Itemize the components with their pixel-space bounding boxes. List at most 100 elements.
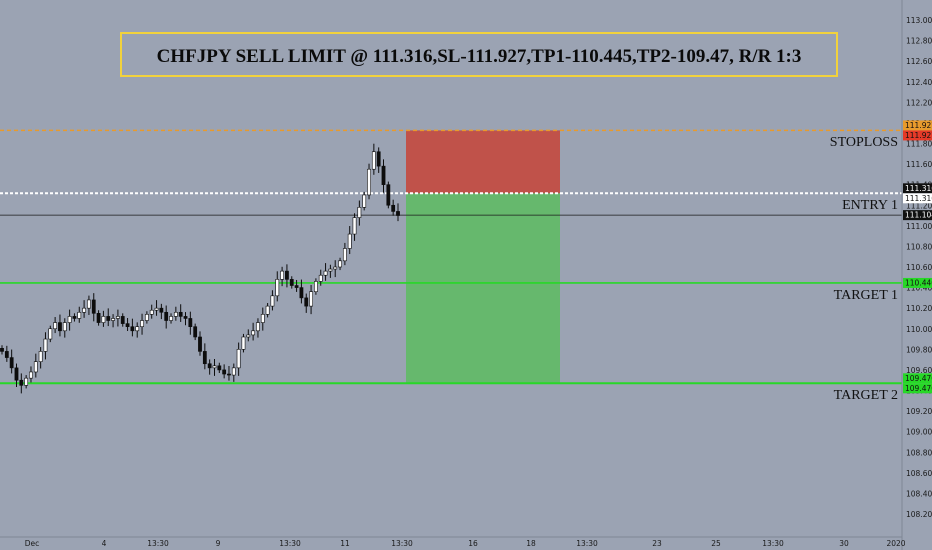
x-tick-label: 13:30: [762, 539, 784, 548]
candle-body: [376, 151, 381, 167]
candle-body: [29, 371, 33, 379]
candle-body: [222, 369, 227, 375]
candle-body: [338, 260, 342, 268]
candle-body: [164, 311, 169, 321]
candle-body: [9, 357, 14, 369]
candle-body: [289, 279, 294, 286]
price-badge-text: 111.927: [905, 131, 932, 140]
candle-body: [77, 311, 82, 319]
x-tick-label: 23: [652, 539, 662, 548]
candle-body: [58, 322, 62, 332]
x-tick-label: 11: [340, 539, 350, 548]
y-tick-label: 112.200: [906, 98, 932, 107]
candle-body: [72, 316, 77, 319]
candle-body: [19, 379, 24, 386]
y-tick-label: 108.400: [906, 489, 932, 498]
candle-body: [386, 184, 391, 206]
candle-body: [391, 204, 396, 212]
candle-body: [188, 318, 193, 327]
candle-body: [14, 367, 19, 381]
candle-body: [217, 365, 222, 371]
y-tick-label: 108.800: [906, 448, 932, 457]
price-badge-text: 111.104: [905, 211, 932, 220]
candle-body: [236, 349, 241, 369]
level-labels: STOPLOSS ENTRY 1 TARGET 1 TARGET 2: [830, 135, 898, 403]
candle-body: [159, 307, 164, 313]
price-badge-bg: [903, 210, 932, 221]
candle-body: [270, 295, 275, 307]
candle-body: [149, 309, 154, 315]
price-badge-bg: [903, 183, 932, 194]
profit-zone: [406, 193, 560, 384]
x-tick-label: 2020: [886, 539, 905, 548]
candle-body: [91, 299, 96, 314]
candle-body: [183, 316, 188, 319]
candle-body: [106, 316, 111, 321]
candle-body: [178, 311, 183, 317]
candle-body: [347, 233, 352, 249]
candle-body: [125, 323, 130, 327]
candle-body: [212, 365, 217, 369]
candle-body: [87, 299, 91, 309]
x-tick-label: Dec: [25, 539, 40, 548]
candle-body: [154, 307, 159, 311]
price-badge-text: 111.316: [905, 194, 932, 203]
candle-body: [333, 266, 338, 270]
level-label-entry-1: ENTRY 1: [842, 198, 898, 213]
candle-body: [357, 207, 362, 218]
y-tick-label: 110.600: [906, 263, 932, 272]
x-tick-label: 13:30: [576, 539, 598, 548]
candle-body: [144, 314, 149, 321]
candle-body: [48, 328, 53, 340]
candle-body: [318, 274, 323, 282]
candle-body: [4, 351, 9, 358]
price-badge-text: 110.440: [905, 278, 932, 287]
y-tick-label: 113.000: [906, 16, 932, 25]
y-tick-label: 111.600: [906, 160, 932, 169]
candle-body: [62, 322, 67, 332]
title-box: CHFJPY SELL LIMIT @ 111.316,SL-111.927,T…: [120, 32, 838, 77]
title-box-frame: [120, 32, 838, 77]
price-badge-bg: [903, 383, 932, 394]
level-label-target-2: TARGET 2: [834, 388, 898, 403]
candle-body: [294, 285, 299, 288]
x-tick-label: 13:30: [279, 539, 301, 548]
x-tick-label: 30: [839, 539, 849, 548]
level-label-target-1: TARGET 1: [834, 288, 898, 303]
candle-body: [140, 320, 144, 327]
y-tick-label: 112.800: [906, 37, 932, 46]
price-badges: 111.927111.927 111.316111.316 111.104 110.4…: [903, 120, 932, 394]
price-badge-bg: [903, 120, 932, 131]
candle-body: [314, 281, 318, 292]
candle-body: [265, 305, 270, 315]
candle-body: [256, 322, 260, 332]
candle-body: [309, 291, 313, 307]
candle-body: [275, 279, 280, 297]
candle-body: [342, 248, 347, 262]
candle-body: [96, 313, 101, 323]
candle-body: [116, 316, 120, 319]
candle-body: [130, 326, 135, 332]
stop-loss-zone: [406, 130, 560, 194]
price-badge-bg: [903, 193, 932, 204]
candle-body: [227, 373, 231, 376]
candles: [0, 143, 400, 394]
price-badge-text: 111.927: [905, 121, 932, 130]
candle-body: [173, 311, 178, 317]
candle-body: [299, 287, 304, 299]
level-lines: [0, 129, 902, 385]
time-axis: Dec 4 13:30 9 13:30 11 13:30 16 18 13:30 23 25 13:30…: [0, 536, 906, 548]
y-tick-label: 109.800: [906, 345, 932, 354]
x-tick-label: 4: [102, 539, 107, 548]
candle-body: [0, 348, 4, 352]
level-label-stoploss: STOPLOSS: [830, 135, 898, 150]
candle-body: [38, 351, 43, 362]
candle-body: [120, 316, 125, 324]
candle-body: [352, 217, 357, 235]
candle-body: [24, 377, 29, 386]
candle-body: [381, 165, 386, 185]
y-tick-label: 110.200: [906, 304, 932, 313]
candle-body: [82, 307, 86, 313]
